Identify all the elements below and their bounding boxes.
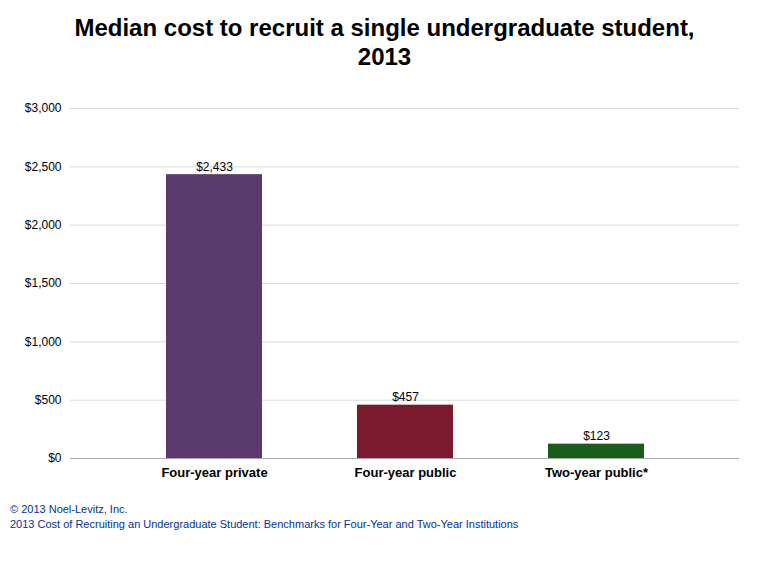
svg-text:$457: $457 [392,390,419,404]
svg-text:$2,000: $2,000 [25,218,62,232]
svg-text:Four-year public: Four-year public [355,464,457,479]
svg-text:$1,500: $1,500 [25,276,62,290]
svg-text:$500: $500 [35,393,62,407]
svg-text:$0: $0 [48,451,62,465]
svg-text:$2,500: $2,500 [25,159,62,173]
svg-text:Two-year public*: Two-year public* [545,464,649,479]
html-text:© 2013 Noel-Levitz, Inc.: © 2013 Noel-Levitz, Inc. [10,502,128,515]
html-text:Median cost to recruit a singl: Median cost to recruit a single undergra… [74,14,695,70]
svg-text:$1,000: $1,000 [25,334,62,348]
html-text:2013 Cost of Recruiting an Und: 2013 Cost of Recruiting an Undergraduate… [10,518,519,530]
svg-text:$3,000: $3,000 [25,101,62,115]
svg-text:$123: $123 [583,429,610,443]
svg-text:Four-year private: Four-year private [161,464,267,479]
svg-text:$2,433: $2,433 [196,159,233,173]
